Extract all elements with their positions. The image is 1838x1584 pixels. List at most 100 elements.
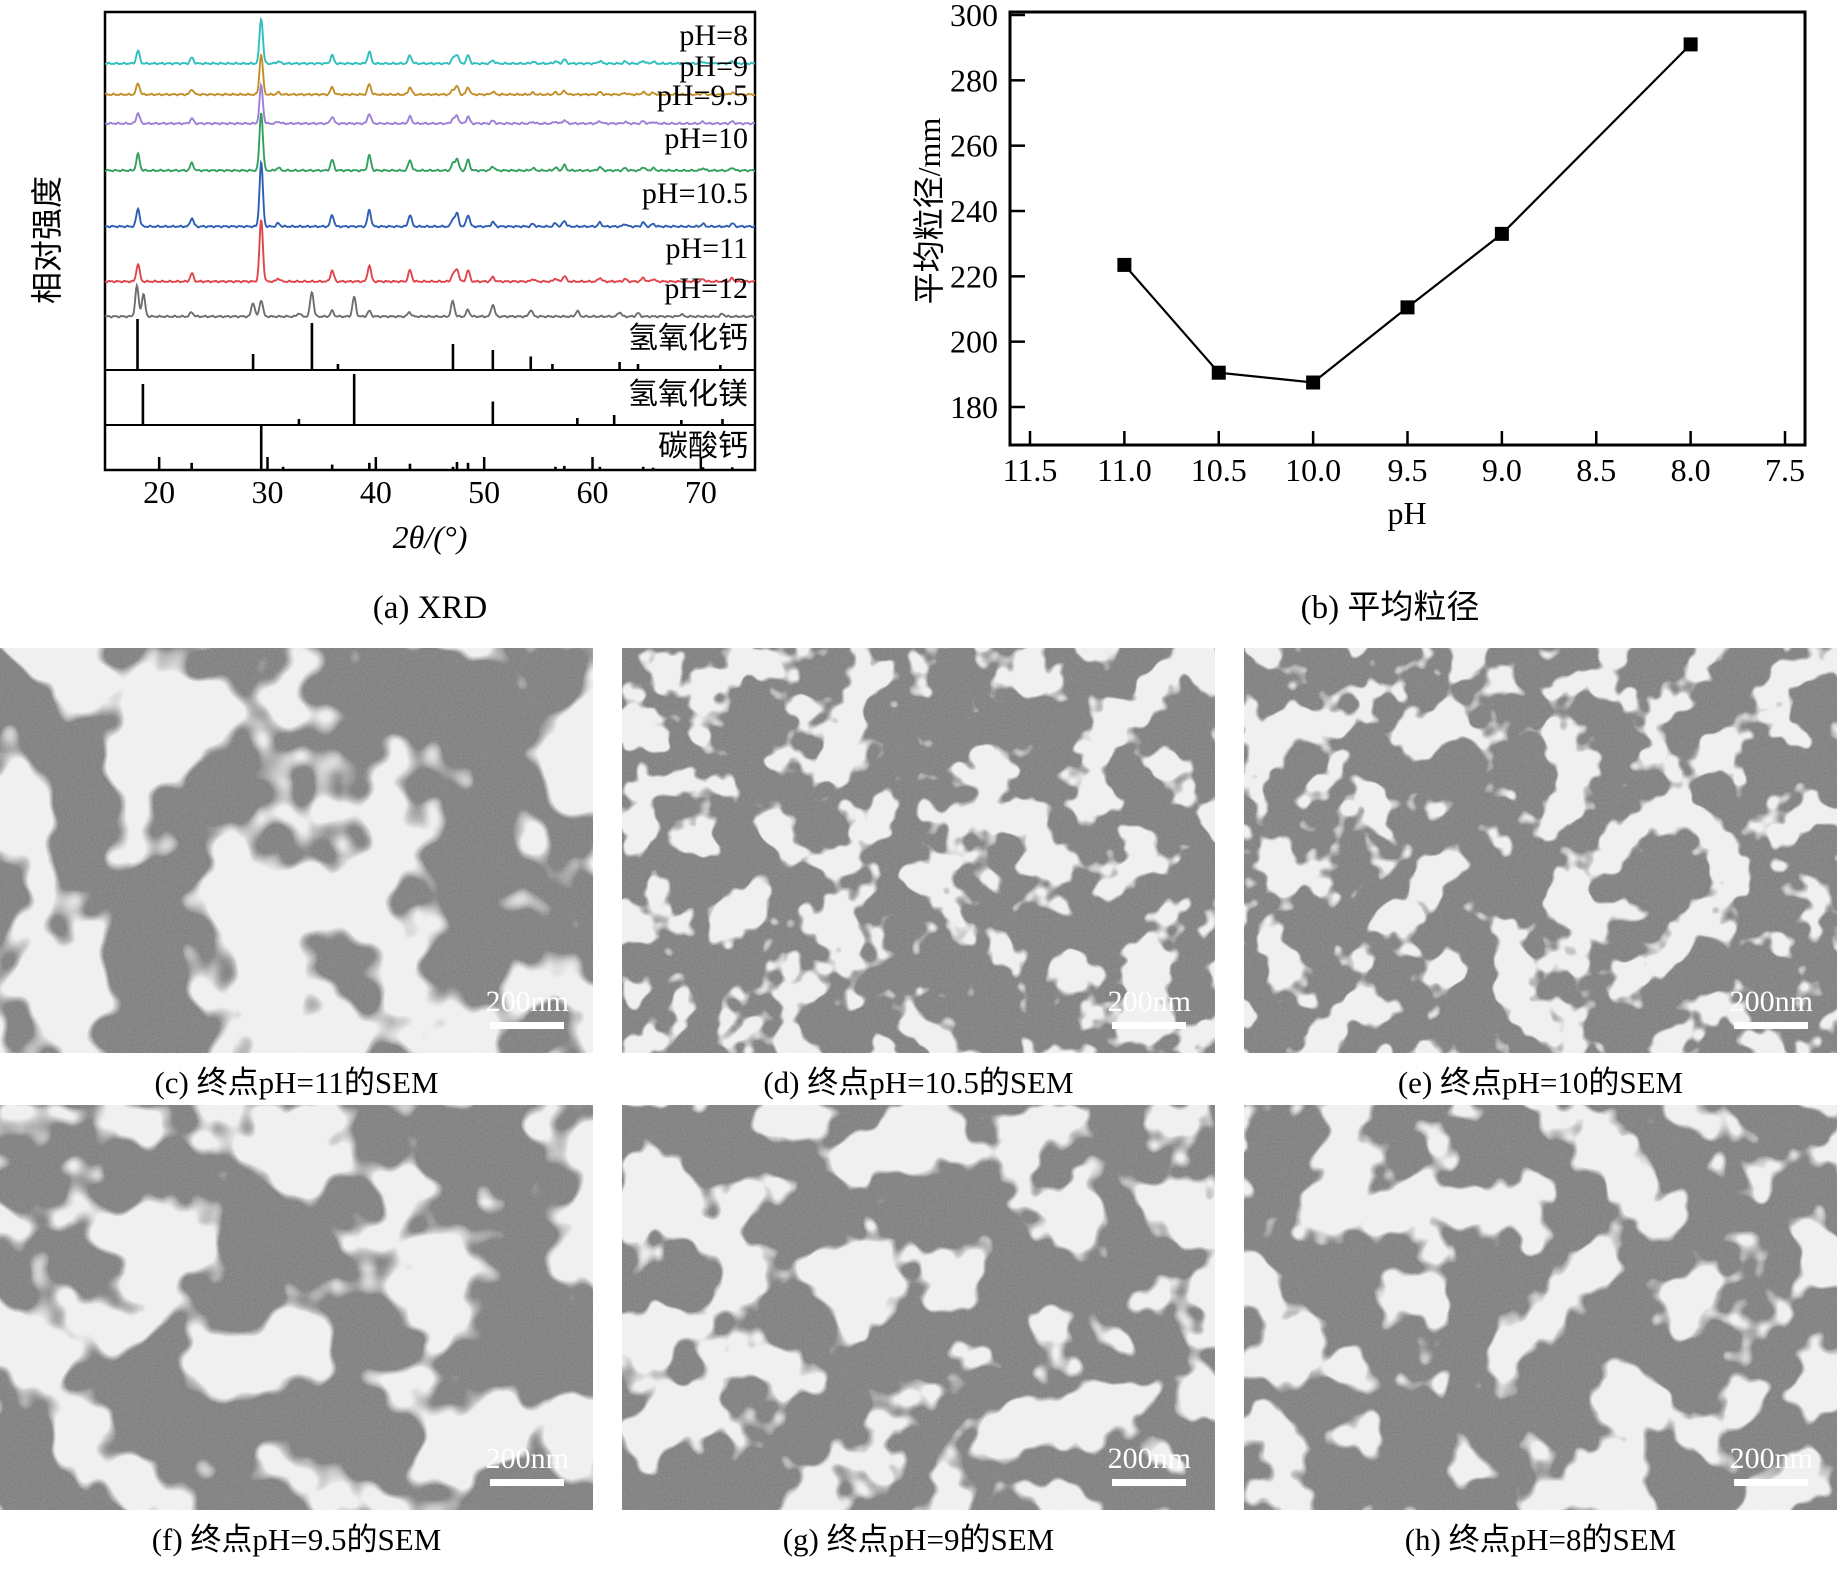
sem-texture [622,648,1215,1053]
particle-size-chart: 平均粒径/mm pH (b) 平均粒径 180 200 220 240 260 280 30… [911,0,1807,626]
svg-text:30: 30 [252,474,284,510]
sem-caption-f: (f) 终点pH=9.5的SEM [151,1521,442,1557]
svg-text:240: 240 [950,193,998,229]
sem-tile-e: 200nm (e) 终点pH=10的SEM [1244,648,1837,1105]
svg-text:8.0: 8.0 [1671,452,1711,488]
svg-text:氢氧化钙: 氢氧化钙 [628,322,748,355]
xrd-curve-pH=10.5 [104,159,756,229]
xrd-x-ticks: 20 30 40 50 60 70 [143,457,717,510]
scale-bar-label: 200nm [1107,1442,1191,1475]
size-point-pH9 [1494,226,1509,241]
scale-bar-label: 200nm [1729,1442,1813,1475]
scale-bar: 200nm [1108,1444,1191,1486]
svg-text:8.5: 8.5 [1576,452,1616,488]
size-x-axis-label: pH [1387,495,1426,531]
sem-tile-c: 200nm (c) 终点pH=11的SEM [0,648,593,1105]
sem-caption-g: (g) 终点pH=9的SEM [782,1521,1055,1557]
sem-caption-h: (h) 终点pH=8的SEM [1404,1521,1677,1557]
svg-text:70: 70 [685,474,717,510]
caption-panel-a: (a) XRD [373,590,488,626]
sem-caption-d: (d) 终点pH=10.5的SEM [763,1064,1074,1100]
svg-text:220: 220 [950,258,998,294]
sem-caption-e: (e) 终点pH=10的SEM [1397,1064,1684,1100]
sem-texture [622,1105,1215,1510]
scale-bar-label: 200nm [485,985,569,1018]
sem-image-ph10: 200nm [1244,648,1837,1053]
xrd-plot-area [103,10,757,472]
scale-bar-line [490,1479,565,1486]
svg-text:pH=12: pH=12 [664,272,748,305]
svg-text:50: 50 [468,474,500,510]
svg-text:60: 60 [577,474,609,510]
size-point-pH10 [1306,375,1321,390]
svg-text:11.5: 11.5 [1003,452,1058,488]
size-point-pH8 [1683,37,1698,52]
svg-text:pH=8: pH=8 [679,19,748,52]
size-point-pH10.5 [1211,365,1226,380]
svg-text:10.5: 10.5 [1191,452,1247,488]
sem-grid: 200nm (c) 终点pH=11的SEM 200nm (d) 终点pH=10.… [0,648,1838,1562]
size-plot-area [1008,10,1807,447]
scale-bar: 200nm [1730,987,1813,1029]
svg-text:pH=11: pH=11 [666,232,748,265]
xrd-curves [104,16,756,319]
svg-text:10.0: 10.0 [1285,452,1341,488]
svg-text:11.0: 11.0 [1097,452,1152,488]
scale-bar: 200nm [1108,987,1191,1029]
svg-text:碳酸钙: 碳酸钙 [658,430,748,463]
sem-texture [0,648,593,1053]
sem-caption-c: (c) 终点pH=11的SEM [154,1064,439,1100]
size-y-axis-label: 平均粒径/mm [911,118,947,305]
svg-text:9.5: 9.5 [1388,452,1428,488]
sem-image-ph9: 200nm [622,1105,1215,1510]
xrd-curve-pH=11 [104,219,756,284]
scale-bar-label: 200nm [1107,985,1191,1018]
xrd-x-axis-label: 2θ/(°) [393,519,468,555]
svg-text:pH=10: pH=10 [664,122,748,155]
size-y-ticks: 180 200 220 240 260 280 300 [950,0,1025,425]
sem-texture [1244,648,1837,1053]
charts-row: 相对强度 2θ/(°) (a) XRD 20 30 40 50 60 70 pH=8 pH=9… [0,0,1838,640]
svg-text:200: 200 [950,324,998,360]
svg-text:9.0: 9.0 [1482,452,1522,488]
sem-image-ph9-5: 200nm [0,1105,593,1510]
scale-bar-line [1112,1479,1187,1486]
xrd-curve-pH=9.5 [104,81,755,126]
caption-panel-b: (b) 平均粒径 [1301,589,1480,626]
svg-text:氢氧化镁: 氢氧化镁 [628,378,748,411]
xrd-series-labels: pH=8pH=9pH=9.5 pH=10 pH=10.5 pH=11 pH=12 氢氧化钙… [628,19,748,463]
xrd-curve-pH=10 [104,112,756,173]
sem-tile-h: 200nm (h) 终点pH=8的SEM [1244,1105,1837,1562]
sem-image-ph11: 200nm [0,648,593,1053]
svg-text:180: 180 [950,389,998,425]
xrd-curve-pH=12 [104,282,756,319]
xrd-curve-pH=8 [104,16,756,66]
svg-text:20: 20 [143,474,175,510]
svg-text:300: 300 [950,0,998,33]
size-line [1123,43,1692,384]
size-point-pH9.5 [1400,300,1415,315]
size-markers [1117,37,1698,390]
scale-bar-line [490,1022,565,1029]
svg-text:pH=10.5: pH=10.5 [642,177,748,210]
scale-bar: 200nm [1730,1444,1813,1486]
size-point-pH11 [1117,257,1132,272]
svg-text:260: 260 [950,128,998,164]
xrd-curve-pH=9 [104,53,756,97]
scale-bar-line [1112,1022,1187,1029]
sem-image-ph8: 200nm [1244,1105,1837,1510]
sem-image-ph10-5: 200nm [622,648,1215,1053]
scale-bar-label: 200nm [1729,985,1813,1018]
svg-text:pH=9: pH=9 [679,50,748,83]
sem-texture [1244,1105,1837,1510]
sem-texture [0,1105,593,1510]
svg-text:280: 280 [950,62,998,98]
scale-bar: 200nm [486,1444,569,1486]
scale-bar-line [1734,1479,1809,1486]
sem-tile-d: 200nm (d) 终点pH=10.5的SEM [622,648,1215,1105]
size-x-ticks: 11.5 11.0 10.5 10.0 9.5 9.0 8.5 8.0 7.5 [1003,431,1805,488]
xrd-reference-sticks [136,319,734,469]
scale-bar: 200nm [486,987,569,1029]
svg-text:pH=9.5: pH=9.5 [657,79,748,112]
